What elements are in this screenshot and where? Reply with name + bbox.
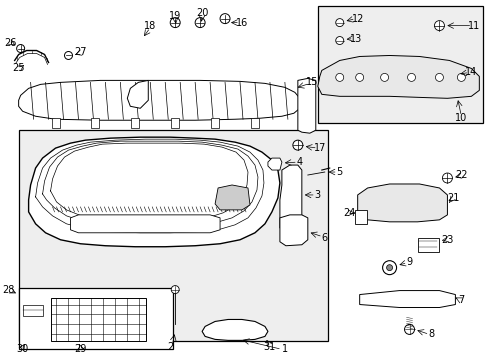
Bar xyxy=(22,305,42,316)
Circle shape xyxy=(335,37,343,45)
Circle shape xyxy=(17,45,24,53)
Polygon shape xyxy=(127,80,148,108)
Bar xyxy=(250,118,259,128)
Text: 9: 9 xyxy=(406,257,412,267)
Text: 7: 7 xyxy=(457,294,464,305)
Circle shape xyxy=(64,51,72,59)
Circle shape xyxy=(355,73,363,81)
Text: 10: 10 xyxy=(454,113,467,123)
Circle shape xyxy=(442,173,451,183)
Bar xyxy=(417,238,439,252)
Text: 1: 1 xyxy=(281,345,287,354)
Text: 11: 11 xyxy=(468,21,480,31)
Polygon shape xyxy=(359,291,454,307)
Text: 15: 15 xyxy=(305,77,317,87)
Bar xyxy=(19,130,327,341)
Text: 12: 12 xyxy=(351,14,363,24)
Circle shape xyxy=(382,261,396,275)
Text: 25: 25 xyxy=(12,63,25,73)
Text: 2: 2 xyxy=(167,342,173,352)
Bar xyxy=(317,6,482,123)
Text: 8: 8 xyxy=(427,329,434,339)
Circle shape xyxy=(170,18,180,28)
Bar xyxy=(211,118,219,128)
Bar xyxy=(354,210,366,224)
Text: 23: 23 xyxy=(440,235,453,245)
Text: 14: 14 xyxy=(464,67,476,77)
Polygon shape xyxy=(70,215,220,233)
Bar xyxy=(50,298,146,341)
Polygon shape xyxy=(29,137,279,247)
Circle shape xyxy=(433,21,444,31)
Polygon shape xyxy=(279,165,301,232)
Bar xyxy=(131,118,139,128)
Text: 6: 6 xyxy=(321,233,327,243)
Circle shape xyxy=(404,324,414,334)
Text: 3: 3 xyxy=(314,190,320,200)
Circle shape xyxy=(435,73,443,81)
Polygon shape xyxy=(279,215,307,246)
Polygon shape xyxy=(202,319,267,340)
Bar xyxy=(51,118,60,128)
Text: 29: 29 xyxy=(74,345,86,354)
Bar xyxy=(171,118,179,128)
Text: 21: 21 xyxy=(447,193,459,203)
Text: 24: 24 xyxy=(343,208,355,218)
Text: 13: 13 xyxy=(349,33,361,44)
Text: 26: 26 xyxy=(4,37,17,48)
Text: 4: 4 xyxy=(296,157,302,167)
Text: 16: 16 xyxy=(235,18,247,28)
Circle shape xyxy=(386,265,392,271)
Circle shape xyxy=(220,14,229,24)
Text: 5: 5 xyxy=(336,167,342,177)
Polygon shape xyxy=(297,78,315,133)
Circle shape xyxy=(171,285,179,293)
Polygon shape xyxy=(19,80,299,120)
Circle shape xyxy=(292,140,302,150)
Circle shape xyxy=(380,73,388,81)
Circle shape xyxy=(407,73,415,81)
Text: 19: 19 xyxy=(169,11,181,21)
Text: 27: 27 xyxy=(74,48,86,58)
Circle shape xyxy=(335,73,343,81)
Polygon shape xyxy=(267,158,281,170)
Circle shape xyxy=(195,18,204,28)
Text: 17: 17 xyxy=(313,143,325,153)
Text: 30: 30 xyxy=(17,345,29,354)
Text: 28: 28 xyxy=(2,284,15,294)
Bar xyxy=(19,288,173,349)
Bar xyxy=(91,118,99,128)
Circle shape xyxy=(335,19,343,27)
Text: 31: 31 xyxy=(263,342,276,352)
Text: 22: 22 xyxy=(454,170,467,180)
Polygon shape xyxy=(357,184,447,222)
Text: 20: 20 xyxy=(196,8,208,18)
Circle shape xyxy=(456,73,465,81)
Polygon shape xyxy=(215,185,249,210)
Text: 18: 18 xyxy=(144,21,156,31)
Polygon shape xyxy=(317,55,478,98)
